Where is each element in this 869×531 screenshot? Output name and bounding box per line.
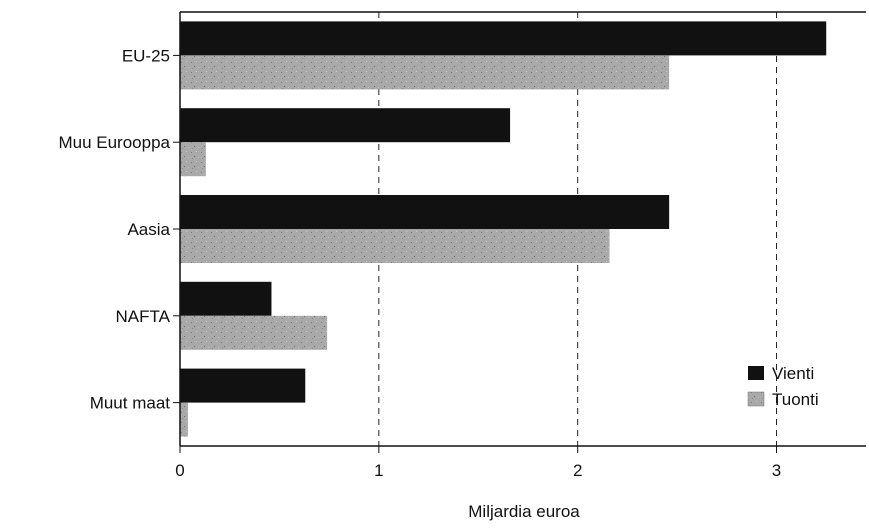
category-label-4: Muut maat <box>90 394 171 413</box>
x-tick-label-1: 1 <box>374 461 383 480</box>
category-label-1: Muu Eurooppa <box>58 133 170 152</box>
x-tick-label-0: 0 <box>175 461 184 480</box>
x-tick-label-3: 3 <box>772 461 781 480</box>
legend-swatch-tuonti <box>747 391 765 407</box>
bar-tuonti-3 <box>180 315 328 350</box>
bar-vienti-4 <box>180 368 306 403</box>
x-axis-title: Miljardia euroa <box>468 502 580 521</box>
bar-tuonti-1 <box>180 142 206 177</box>
legend-label-tuonti: Tuonti <box>772 390 819 409</box>
bar-tuonti-0 <box>180 55 670 90</box>
x-tick-label-2: 2 <box>573 461 582 480</box>
bar-vienti-2 <box>180 195 670 229</box>
bar-vienti-3 <box>180 281 272 316</box>
bar-tuonti-2 <box>180 229 610 263</box>
axes <box>173 11 866 453</box>
category-label-0: EU-25 <box>122 46 170 65</box>
bar-tuonti-4 <box>180 402 188 437</box>
category-label-2: Aasia <box>127 220 170 239</box>
axis-labels: EU-25 Muu Eurooppa Aasia NAFTA Muut maat 0 1 2 3 <box>58 46 781 480</box>
bars <box>180 21 827 437</box>
legend-label-vienti: Vienti <box>772 364 814 383</box>
legend: Vienti Tuonti <box>747 364 819 409</box>
legend-swatch-vienti <box>748 366 764 380</box>
bar-vienti-0 <box>180 21 827 56</box>
bar-vienti-1 <box>180 108 511 143</box>
category-label-3: NAFTA <box>116 307 171 326</box>
